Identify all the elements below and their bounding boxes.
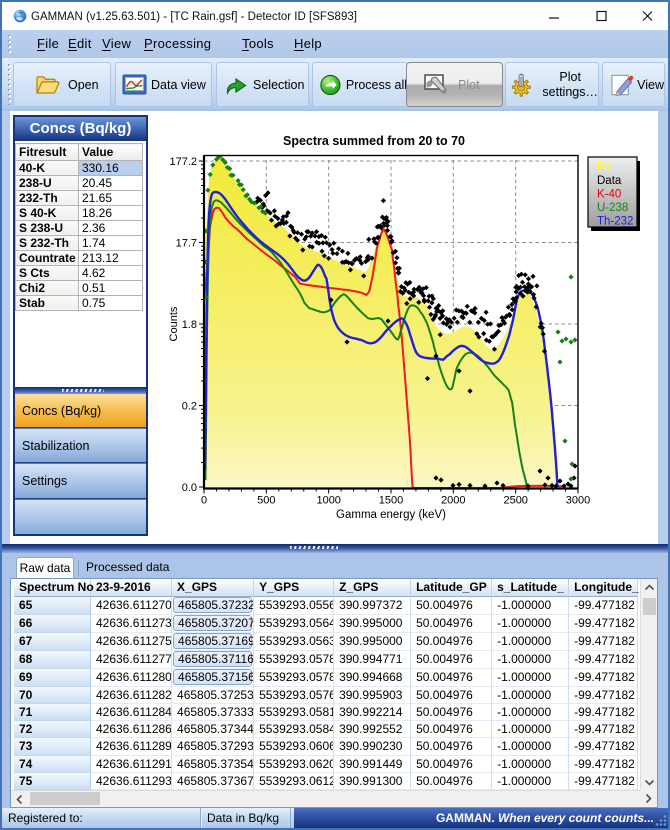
svg-text:0: 0 (201, 495, 207, 507)
svg-text:K-40: K-40 (597, 189, 621, 201)
svg-text:Th-232: Th-232 (597, 216, 633, 228)
svg-text:Fit: Fit (597, 162, 611, 174)
svg-text:U-238: U-238 (597, 202, 628, 214)
svg-text:1.8: 1.8 (182, 319, 197, 331)
svg-text:Gamma energy (keV): Gamma energy (keV) (336, 509, 446, 521)
svg-text:Counts: Counts (168, 306, 180, 341)
svg-text:1000: 1000 (316, 495, 340, 507)
svg-text:2000: 2000 (441, 495, 465, 507)
svg-text:17.7: 17.7 (176, 237, 197, 249)
svg-text:Data: Data (597, 175, 622, 187)
svg-text:1500: 1500 (379, 495, 403, 507)
svg-text:0.2: 0.2 (182, 400, 197, 412)
svg-text:Spectra summed from 20 to 70: Spectra summed from 20 to 70 (283, 134, 465, 148)
svg-text:3000: 3000 (566, 495, 590, 507)
svg-text:2500: 2500 (503, 495, 527, 507)
svg-text:0.0: 0.0 (182, 482, 197, 494)
svg-text:500: 500 (257, 495, 275, 507)
svg-text:177.2: 177.2 (169, 156, 197, 168)
